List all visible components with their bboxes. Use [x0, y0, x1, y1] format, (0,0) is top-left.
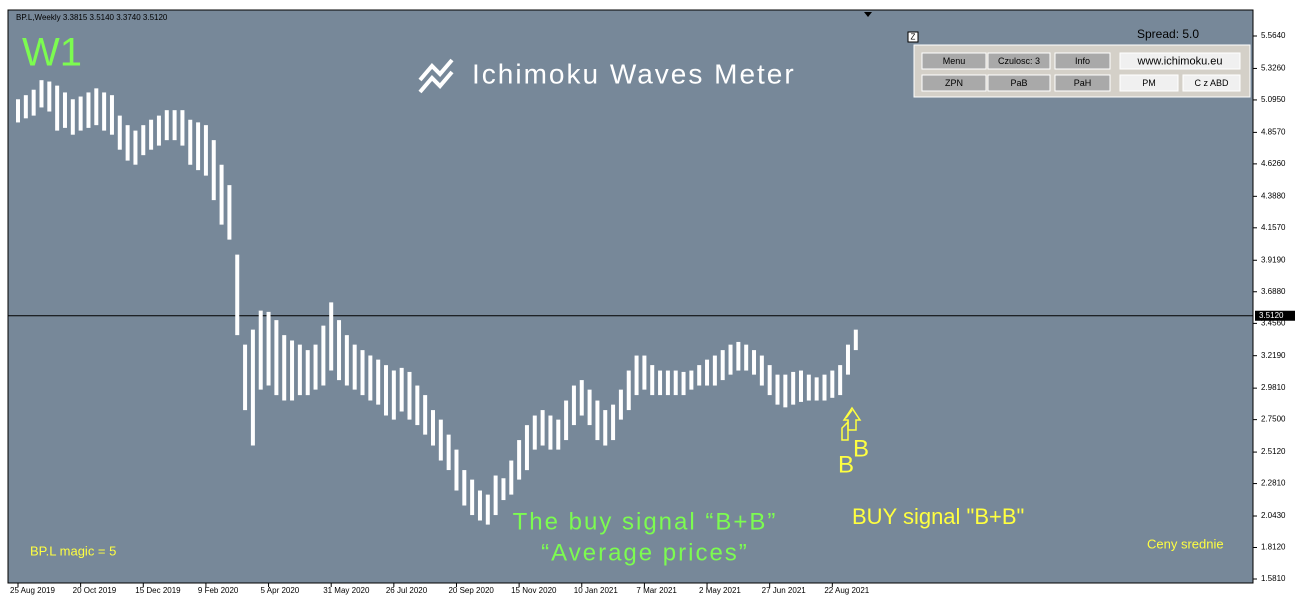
y-tick-label: 4.8570	[1261, 127, 1286, 136]
x-tick-label: 15 Dec 2019	[135, 586, 181, 595]
y-tick-label: 5.3260	[1261, 64, 1286, 73]
y-tick-label: 3.9190	[1261, 255, 1286, 264]
y-tick-label: 4.6260	[1261, 159, 1286, 168]
x-tick-label: 15 Nov 2020	[511, 586, 557, 595]
panel-button[interactable]	[1119, 74, 1179, 92]
timeframe: W1	[22, 31, 82, 75]
x-tick-label: 22 Aug 2021	[824, 586, 869, 595]
x-tick-label: 27 Jun 2021	[762, 586, 807, 595]
panel-button[interactable]	[921, 52, 987, 70]
panel-button-label[interactable]: Info	[1075, 56, 1090, 66]
badge-box[interactable]	[907, 31, 919, 43]
spread: Spread: 5.0	[1137, 27, 1199, 41]
y-tick-label: 2.0430	[1261, 511, 1286, 520]
y-tick-label: 1.5810	[1261, 574, 1286, 583]
x-tick-label: 7 Mar 2021	[636, 586, 677, 595]
y-tick-label: 2.2810	[1261, 479, 1286, 488]
plot-area	[7, 9, 1254, 584]
y-tick-label: 4.1570	[1261, 223, 1286, 232]
marker-b: B	[838, 451, 854, 478]
panel-button[interactable]	[1054, 52, 1111, 70]
x-tick-label: 10 Jan 2021	[574, 586, 619, 595]
y-tick-label: 3.4560	[1261, 318, 1286, 327]
buy-text: BUY signal "B+B"	[852, 504, 1024, 529]
logo	[418, 58, 454, 94]
y-tick-label: 1.8120	[1261, 543, 1286, 552]
signal-text: The buy signal “B+B”	[513, 508, 778, 535]
signal-text: “Average prices”	[541, 539, 749, 566]
panel-button-label[interactable]: ZPN	[945, 78, 963, 88]
current-price-box	[1255, 310, 1295, 321]
panel-button[interactable]	[987, 52, 1051, 70]
panel-button[interactable]	[987, 74, 1051, 92]
panel-button[interactable]	[921, 74, 987, 92]
badge[interactable]: Z	[911, 33, 916, 42]
y-tick-label: 5.0950	[1261, 95, 1286, 104]
panel-button-label[interactable]: Czulosc: 3	[998, 56, 1040, 66]
x-tick-label: 2 May 2021	[699, 586, 741, 595]
panel-button-label[interactable]: www.ichimoku.eu	[1137, 55, 1223, 67]
y-tick-label: 4.3880	[1261, 191, 1286, 200]
buy-arrow	[842, 406, 862, 431]
shift-marker	[864, 12, 872, 17]
x-tick-label: 20 Sep 2020	[448, 586, 494, 595]
panel-button[interactable]	[1054, 74, 1111, 92]
x-tick-label: 5 Apr 2020	[261, 586, 300, 595]
x-tick-label: 31 May 2020	[323, 586, 370, 595]
y-tick-label: 3.6880	[1261, 287, 1286, 296]
y-tick-label: 2.5120	[1261, 447, 1286, 456]
panel-button[interactable]	[1119, 52, 1241, 70]
y-tick-label: 2.9810	[1261, 383, 1286, 392]
panel-button-label[interactable]: PM	[1142, 78, 1156, 88]
panel-button-label[interactable]: Menu	[943, 56, 966, 66]
panel-button-label[interactable]: PaB	[1010, 78, 1027, 88]
mode: Ceny srednie	[1147, 536, 1224, 551]
panel-button-label[interactable]: C z ABD	[1194, 78, 1229, 88]
indicator-title: Ichimoku Waves Meter	[472, 58, 796, 89]
magic: BP.L magic = 5	[30, 543, 116, 558]
y-tick-label: 5.5640	[1261, 31, 1286, 40]
y-tick-label: 3.2190	[1261, 351, 1286, 360]
current-price-label: 3.5120	[1259, 311, 1284, 320]
x-tick-label: 25 Aug 2019	[10, 586, 55, 595]
x-tick-label: 9 Feb 2020	[198, 586, 239, 595]
panel-button-label[interactable]: PaH	[1074, 78, 1092, 88]
symbol-info: BP.L,Weekly 3.3815 3.5140 3.3740 3.5120	[16, 13, 168, 22]
buy-arrow	[841, 420, 849, 441]
x-tick-label: 26 Jul 2020	[386, 586, 428, 595]
x-tick-label: 20 Oct 2019	[73, 586, 117, 595]
panel-button[interactable]	[1182, 74, 1241, 92]
y-tick-label: 2.7500	[1261, 415, 1286, 424]
marker-b: B	[853, 435, 869, 462]
